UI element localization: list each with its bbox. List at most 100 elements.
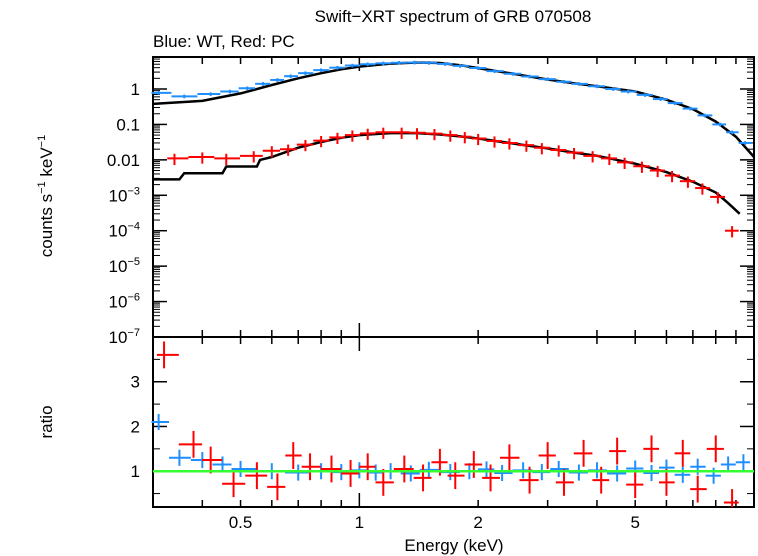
ratio-plot-area — [151, 341, 754, 507]
ratio-point-wt — [607, 465, 627, 482]
y-tick-label: 10−5 — [109, 256, 140, 276]
data-point-wt — [469, 66, 487, 71]
data-point-pc — [649, 165, 665, 178]
data-point-wt — [452, 64, 470, 68]
ratio-point-pc — [359, 453, 376, 481]
y-tick-label: 10−4 — [109, 221, 140, 241]
data-point-pc — [710, 192, 725, 204]
ratio-point-pc — [320, 455, 342, 483]
ratio-point-pc — [690, 475, 707, 503]
data-point-wt — [712, 122, 727, 127]
ratio-point-pc — [393, 455, 414, 483]
ratio-point-pc — [447, 462, 465, 490]
ratio-point-pc — [202, 446, 223, 474]
ratio-point-wt — [550, 460, 569, 478]
ratio-point-wt — [169, 449, 191, 466]
ratio-point-pc — [723, 489, 739, 507]
ratio-point-wt — [151, 413, 170, 431]
data-point-pc — [329, 132, 345, 145]
ratio-point-pc — [375, 468, 394, 496]
data-point-pc — [679, 176, 696, 188]
data-point-wt — [605, 87, 621, 91]
data-point-wt — [360, 62, 376, 67]
data-point-wt — [636, 93, 653, 97]
data-point-wt — [375, 61, 392, 66]
data-point-pc — [501, 138, 518, 150]
data-point-wt — [284, 74, 299, 79]
ratio-point-pc — [538, 442, 556, 469]
ratio-y-tick-label: 3 — [131, 373, 140, 392]
ratio-point-pc — [658, 468, 675, 496]
data-point-wt — [486, 69, 504, 74]
data-point-pc — [442, 130, 458, 142]
data-point-wt — [667, 101, 683, 106]
y-tick-label: 1 — [131, 80, 140, 99]
data-point-pc — [296, 139, 314, 152]
data-point-pc — [534, 143, 551, 155]
data-point-pc — [167, 153, 189, 166]
data-point-wt — [521, 74, 539, 79]
data-point-wt — [555, 80, 572, 84]
ratio-point-wt — [367, 464, 384, 481]
y-tick-label: 10−7 — [109, 327, 140, 347]
ratio-point-pc — [413, 464, 432, 492]
ratio-point-pc — [643, 435, 659, 463]
data-point-pc — [188, 152, 215, 164]
data-point-wt — [391, 61, 407, 65]
data-point-wt — [726, 130, 739, 135]
data-point-pc — [600, 153, 617, 166]
data-point-pc — [695, 183, 711, 195]
y-axis-label-ratio: ratio — [37, 405, 56, 438]
ratio-point-pc — [555, 468, 574, 496]
data-point-pc — [517, 140, 535, 152]
data-point-pc — [360, 128, 376, 140]
ratio-point-pc — [706, 435, 724, 463]
data-point-pc — [214, 153, 241, 166]
spectrum-plot-area — [151, 60, 755, 238]
ratio-point-pc — [674, 439, 691, 467]
ratio-point-wt — [735, 454, 750, 471]
ratio-point-wt — [643, 464, 659, 482]
ratio-point-pc — [285, 442, 302, 469]
data-point-wt — [151, 91, 172, 95]
data-point-pc — [392, 127, 410, 139]
data-point-wt — [421, 61, 438, 65]
x-tick-labels: 0.5 1 2 5 — [229, 513, 640, 532]
data-point-wt — [270, 78, 285, 82]
ratio-point-pc — [464, 451, 483, 478]
axis-ticks — [152, 56, 755, 507]
ratio-point-wt — [212, 456, 232, 473]
x-tick-label: 1 — [355, 513, 364, 532]
ratio-point-pc — [482, 464, 500, 492]
data-point-pc — [486, 136, 502, 148]
ratio-point-wt — [477, 461, 495, 478]
ratio-point-pc — [301, 453, 321, 481]
model-line-wt — [152, 61, 755, 158]
data-point-pc — [240, 151, 263, 163]
data-point-pc — [279, 144, 297, 156]
ratio-point-pc — [626, 471, 644, 499]
y-tick-labels: 1 0.1 0.01 10−3 10−4 10−5 10−6 10−7 1 2 3 — [107, 80, 140, 481]
data-point-wt — [313, 68, 330, 73]
data-point-pc — [471, 133, 487, 146]
data-point-wt — [682, 106, 698, 111]
model-line-pc — [153, 131, 741, 215]
x-tick-label: 2 — [473, 513, 482, 532]
ratio-point-pc — [573, 439, 593, 467]
ratio-point-wt — [720, 456, 736, 473]
data-point-wt — [652, 97, 668, 102]
data-point-pc — [313, 135, 330, 148]
ratio-y-tick-label: 1 — [131, 462, 140, 481]
y-tick-label: 10−3 — [109, 185, 140, 205]
data-point-pc — [616, 157, 634, 169]
ratio-point-pc — [222, 470, 246, 498]
data-point-wt — [406, 60, 422, 65]
data-point-wt — [329, 65, 345, 70]
data-point-pc — [425, 129, 443, 141]
data-point-pc — [409, 128, 426, 140]
ratio-point-pc — [499, 444, 520, 472]
data-point-wt — [255, 82, 271, 86]
data-point-wt — [238, 86, 256, 91]
ratio-point-wt — [568, 464, 588, 481]
